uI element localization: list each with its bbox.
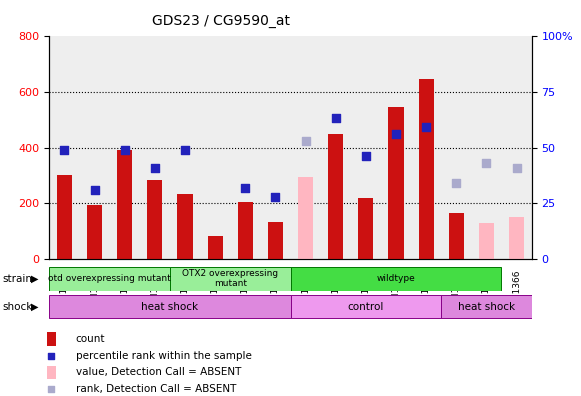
Point [90, 187, 99, 193]
Bar [148, 180, 163, 259]
Bar [449, 213, 464, 259]
Bar [170, 267, 290, 291]
Point [241, 185, 250, 191]
Bar [117, 150, 132, 259]
Bar [49, 267, 170, 291]
Text: value, Detection Call = ABSENT: value, Detection Call = ABSENT [76, 367, 241, 377]
Point [361, 153, 371, 160]
Bar [238, 202, 253, 259]
Text: heat shock: heat shock [141, 301, 199, 312]
Bar [290, 267, 501, 291]
Point [392, 131, 401, 137]
Bar [57, 175, 72, 259]
Text: shock: shock [3, 301, 33, 312]
Bar [509, 217, 524, 259]
Bar [177, 194, 192, 259]
Text: strain: strain [3, 274, 33, 284]
Text: GDS23 / CG9590_at: GDS23 / CG9590_at [152, 14, 290, 28]
Point [271, 194, 280, 200]
Point [150, 164, 160, 171]
Point [512, 164, 521, 171]
Bar [298, 177, 313, 259]
Point [120, 147, 130, 153]
Point [47, 386, 56, 392]
Bar [418, 79, 433, 259]
Bar [47, 332, 56, 346]
Bar [49, 295, 290, 318]
Point [421, 124, 431, 131]
Text: ▶: ▶ [31, 274, 39, 284]
Point [451, 180, 461, 187]
Text: otd overexpressing mutant: otd overexpressing mutant [48, 274, 171, 283]
Text: control: control [347, 301, 384, 312]
Text: heat shock: heat shock [458, 301, 515, 312]
Bar [290, 295, 441, 318]
Text: rank, Detection Call = ABSENT: rank, Detection Call = ABSENT [76, 384, 236, 394]
Text: OTX2 overexpressing
mutant: OTX2 overexpressing mutant [182, 269, 278, 288]
Bar [47, 366, 56, 379]
Bar [87, 205, 102, 259]
Bar [389, 107, 404, 259]
Text: count: count [76, 334, 105, 344]
Bar [207, 236, 223, 259]
Point [331, 115, 340, 122]
Text: wildtype: wildtype [376, 274, 415, 283]
Point [301, 138, 310, 144]
Bar [479, 223, 494, 259]
Point [47, 353, 56, 359]
Bar [268, 222, 283, 259]
Point [482, 160, 491, 166]
Point [60, 147, 69, 153]
Bar [441, 295, 532, 318]
Bar [328, 133, 343, 259]
Point [180, 147, 189, 153]
Bar [358, 198, 374, 259]
Text: percentile rank within the sample: percentile rank within the sample [76, 351, 252, 361]
Text: ▶: ▶ [31, 301, 39, 312]
